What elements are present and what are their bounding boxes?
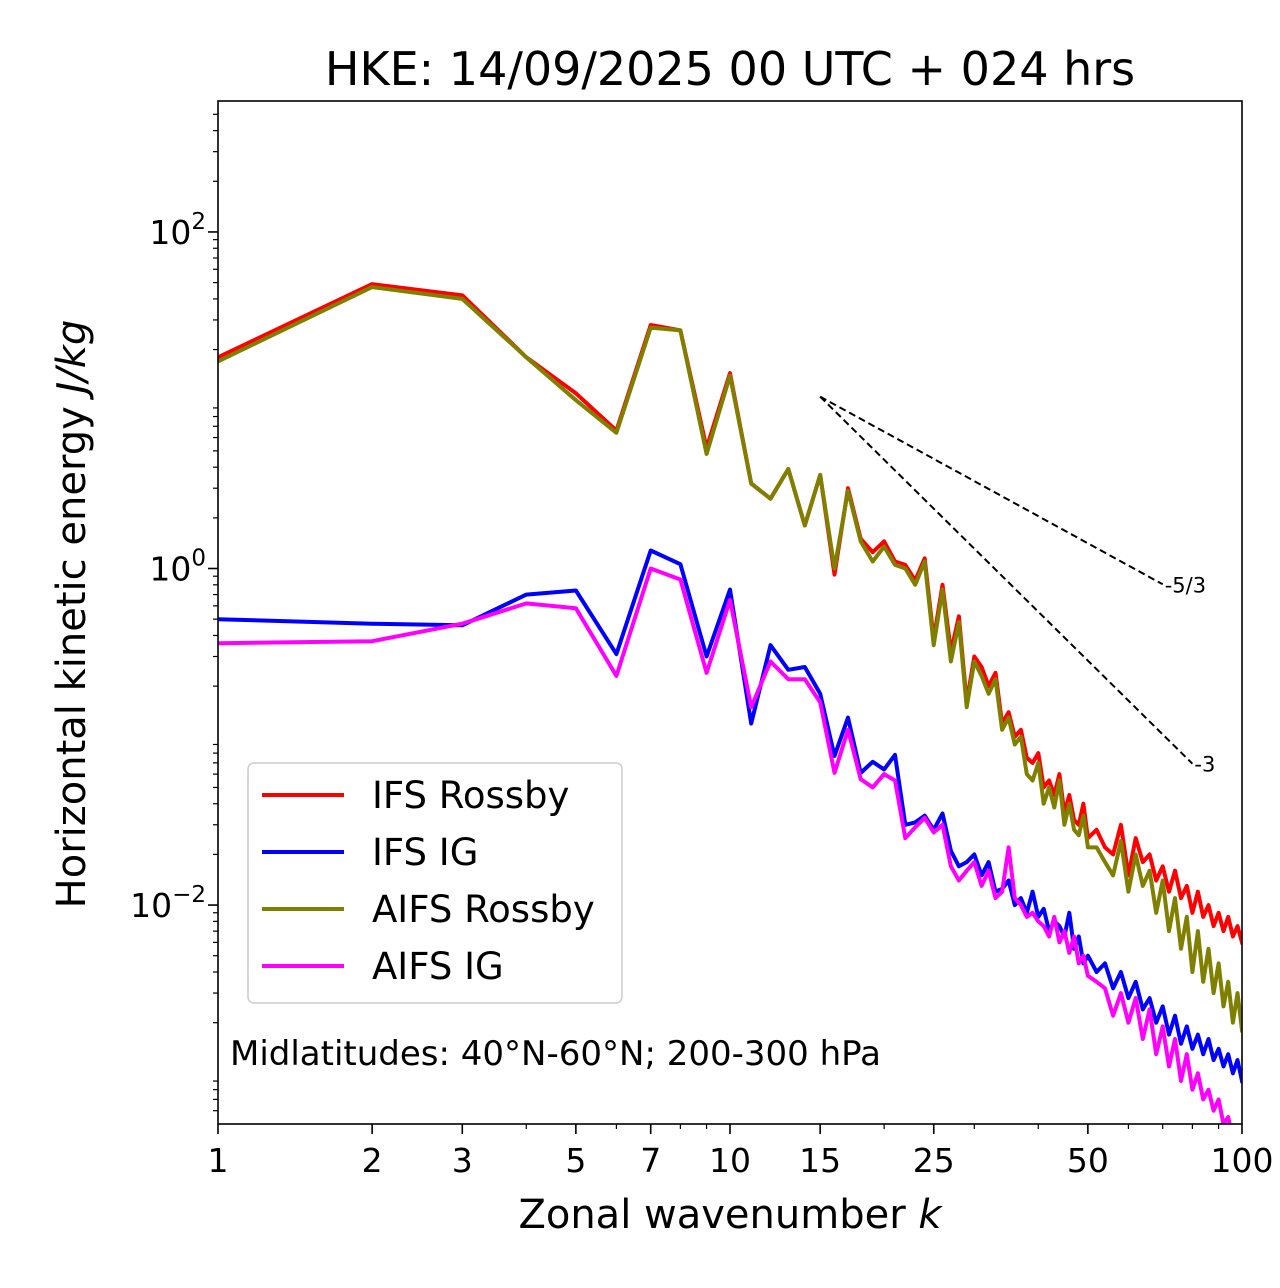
chart-title: HKE: 14/09/2025 00 UTC + 024 hrs (325, 42, 1135, 96)
legend-label: AIFS Rossby (372, 888, 595, 931)
x-tick-label: 50 (1067, 1141, 1109, 1180)
y-tick-label: 102 (149, 209, 206, 252)
reference-slope-label: -5/3 (1165, 573, 1206, 597)
region-annotation: Midlatitudes: 40°N-60°N; 200-300 hPa (230, 1034, 881, 1074)
reference-slope-label: -3 (1194, 753, 1215, 777)
x-tick-label: 1 (208, 1141, 229, 1180)
x-tick-label: 10 (709, 1141, 751, 1180)
x-tick-labels: 1 2 3 5 7 10 15 25 50 100 (208, 1141, 1274, 1180)
reference-slope-line (819, 395, 1164, 586)
reference-slopes: -5/3 -3 (819, 395, 1215, 777)
legend-items: IFS Rossby IFS IG AIFS Rossby AIFS IG (262, 774, 595, 988)
major-ticks (208, 231, 1243, 1134)
x-axis-label: Zonal wavenumber k (518, 1192, 943, 1238)
y-tick-label: 10−2 (130, 882, 206, 925)
plot-frame (217, 100, 1243, 1125)
series-line-aifs-rossby (218, 285, 1242, 1033)
y-tick-label: 100 (149, 546, 206, 589)
x-tick-label: 2 (362, 1141, 383, 1180)
x-tick-label: 5 (565, 1141, 586, 1180)
series-layer (218, 282, 1242, 1124)
x-tick-label: 15 (799, 1141, 841, 1180)
series-line-aifs-ig (218, 566, 1232, 1124)
x-tick-label: 25 (913, 1141, 955, 1180)
legend-label: IFS Rossby (372, 774, 569, 817)
legend-box (247, 762, 623, 1004)
x-tick-label: 7 (640, 1141, 661, 1180)
x-tick-label: 100 (1211, 1141, 1274, 1180)
legend-label: IFS IG (372, 831, 478, 874)
y-tick-labels: 102 100 10−2 (130, 209, 206, 925)
reference-slope-line (819, 395, 1194, 765)
y-axis-label: Horizontal kinetic energy J/kg (49, 320, 95, 909)
legend: IFS Rossby IFS IG AIFS Rossby AIFS IG (247, 762, 623, 1004)
legend-label: AIFS IG (372, 945, 504, 988)
x-tick-label: 3 (452, 1141, 473, 1180)
